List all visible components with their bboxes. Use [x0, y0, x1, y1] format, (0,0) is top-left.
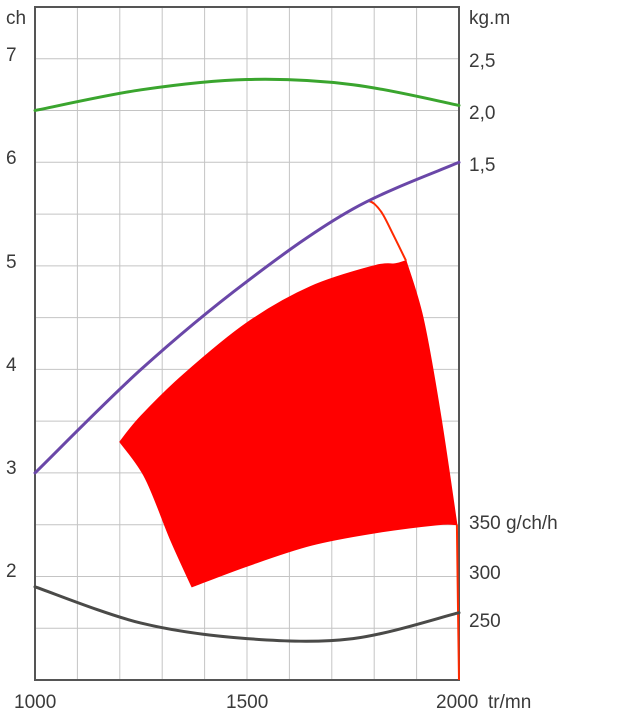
right-tick-1-5: 1,5: [469, 155, 495, 176]
series-layer: [33, 77, 461, 643]
x-axis-unit: tr/mn: [488, 692, 531, 713]
series-line-2: [33, 160, 461, 475]
x-tick-2000: 2000: [436, 692, 478, 713]
left-axis-unit: ch: [6, 8, 26, 29]
right-tick-2-0: 2,0: [469, 103, 495, 124]
left-tick-6: 6: [6, 148, 17, 169]
right-tick-250: 250: [469, 611, 501, 632]
left-tick-7: 7: [6, 45, 17, 66]
consumption-region: [119, 260, 458, 588]
consumption-region-layer: [119, 199, 460, 681]
right-tick-300: 300: [469, 563, 501, 584]
right-axis-unit: kg.m: [469, 8, 510, 29]
consumption-drop-line: [455, 524, 460, 681]
x-tick-1000: 1000: [14, 692, 56, 713]
consumption-edge-line: [367, 199, 407, 262]
right-tick-2-5: 2,5: [469, 51, 495, 72]
left-tick-3: 3: [6, 458, 17, 479]
left-tick-5: 5: [6, 252, 17, 273]
left-tick-4: 4: [6, 355, 17, 376]
right-tick-350: 350 g/ch/h: [469, 513, 558, 534]
series-line-1: [33, 77, 461, 112]
series-line-3: [33, 585, 461, 643]
plot-frame: [34, 6, 460, 681]
left-tick-2: 2: [6, 561, 17, 582]
x-tick-1500: 1500: [226, 692, 268, 713]
